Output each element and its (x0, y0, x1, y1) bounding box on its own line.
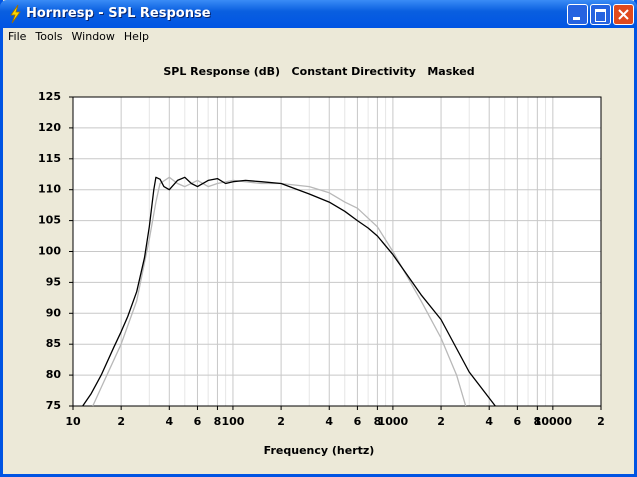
menu-item[interactable]: Tools (35, 30, 63, 43)
menu-item[interactable]: Window (71, 30, 115, 43)
x-tick-label: 1000 (378, 415, 409, 428)
x-tick-label: 10000 (534, 415, 573, 428)
x-tick-label: 2 (117, 415, 125, 428)
y-tick-label: 85 (46, 337, 61, 350)
x-tick-label: 4 (485, 415, 493, 428)
menu-bar: File Tools Window Help (3, 28, 153, 46)
chart-title: SPL Response (dB) Constant Directivity M… (163, 65, 474, 78)
x-tick-label: 2 (597, 415, 605, 428)
close-button[interactable] (613, 4, 634, 25)
x-tick-label: 8 (374, 415, 382, 428)
series-line (82, 176, 496, 407)
x-axis-label: Frequency (hertz) (264, 444, 375, 457)
x-tick-label: 8 (534, 415, 542, 428)
x-tick-label: 2 (437, 415, 445, 428)
x-tick-label: 100 (221, 415, 244, 428)
y-tick-label: 80 (46, 368, 62, 381)
y-tick-label: 95 (46, 275, 61, 288)
y-tick-label: 100 (38, 245, 61, 258)
window-title: Hornresp - SPL Response (26, 6, 211, 21)
x-tick-label: 10 (65, 415, 81, 428)
minimize-button[interactable] (567, 4, 588, 25)
x-tick-label: 4 (325, 415, 333, 428)
x-tick-label: 6 (194, 415, 202, 428)
x-tick-label: 2 (277, 415, 285, 428)
title-bar: Hornresp - SPL Response (0, 0, 637, 28)
series-line (92, 176, 467, 407)
plot-frame (72, 96, 602, 407)
y-tick-label: 110 (38, 183, 61, 196)
y-tick-label: 120 (38, 121, 61, 134)
x-tick-label: 8 (214, 415, 222, 428)
x-tick-label: 6 (354, 415, 362, 428)
y-tick-label: 115 (38, 152, 61, 165)
app-icon (10, 4, 21, 24)
y-tick-label: 105 (38, 214, 61, 227)
x-tick-label: 6 (514, 415, 522, 428)
menu-item[interactable]: Help (123, 30, 149, 43)
y-tick-label: 125 (38, 90, 61, 103)
maximize-button[interactable] (590, 4, 611, 25)
x-tick-label: 4 (165, 415, 173, 428)
y-tick-label: 75 (46, 399, 61, 412)
y-tick-label: 90 (46, 306, 62, 319)
menu-item[interactable]: File (8, 30, 27, 43)
